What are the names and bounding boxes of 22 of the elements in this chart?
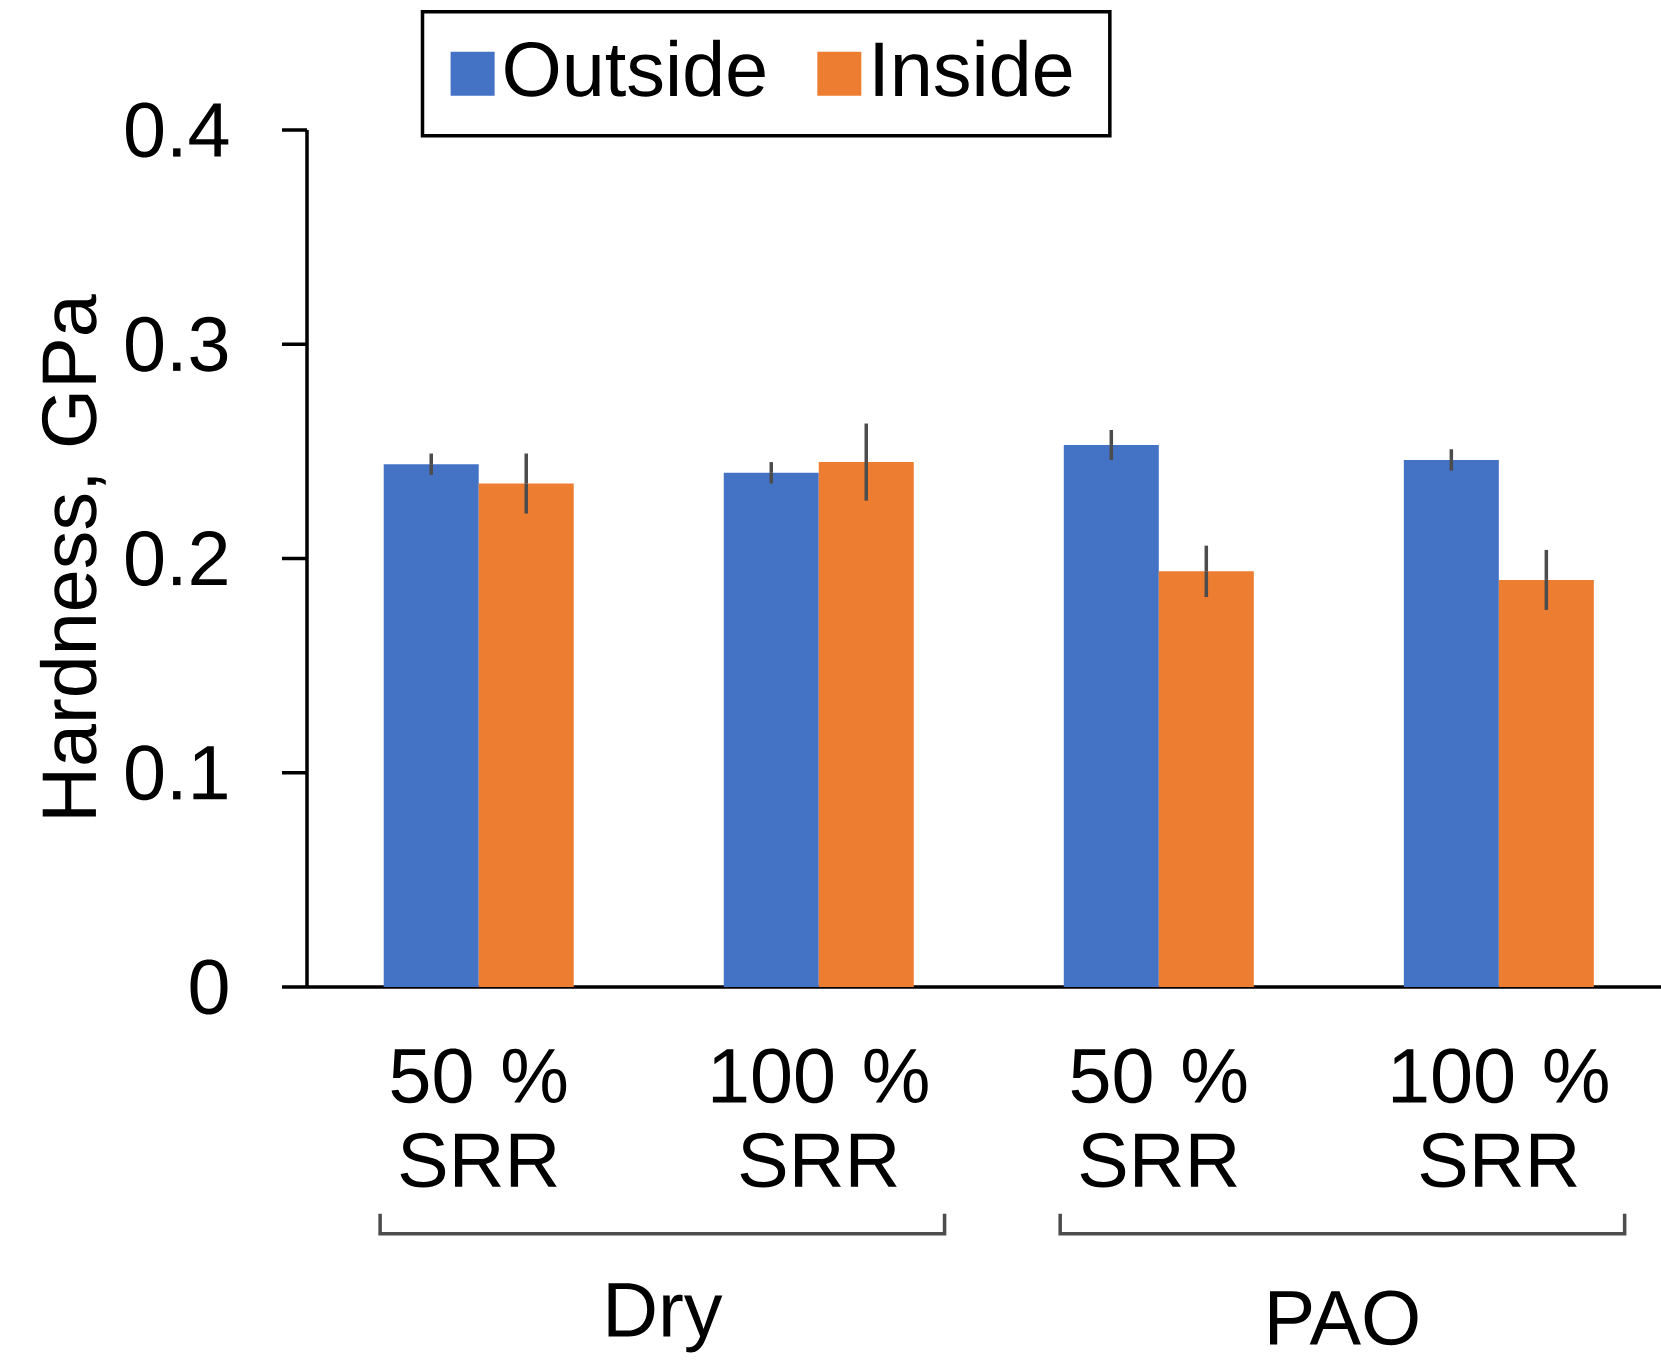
y-tick-label: 0 <box>190 959 228 1015</box>
bar <box>478 483 574 987</box>
bar <box>818 462 914 987</box>
y-axis-title: Hardness, GPa <box>39 294 106 817</box>
y-tick-label: 0.4 <box>126 102 229 158</box>
bar <box>1403 459 1499 987</box>
x-tick-label: 50 % SRR <box>1071 1048 1247 1188</box>
text: Dry <box>608 1283 723 1353</box>
x-tick-label: 50 % SRR <box>391 1048 567 1188</box>
bar <box>383 464 479 987</box>
x-tick-label: 100 % SRR <box>1392 1048 1608 1188</box>
legend-label: Outside <box>505 39 765 97</box>
bar <box>1498 579 1594 987</box>
y-tick-label: 0.2 <box>126 531 227 586</box>
text: PAO <box>1269 1290 1418 1346</box>
y-tick-label: 0.1 <box>126 745 227 801</box>
bar <box>1158 571 1254 987</box>
legend-label: Inside <box>875 39 1072 97</box>
bar <box>1063 444 1159 987</box>
bar <box>723 472 819 987</box>
x-tick-label: 100 % SRR <box>712 1048 928 1188</box>
y-tick-label: 0.3 <box>126 316 228 372</box>
